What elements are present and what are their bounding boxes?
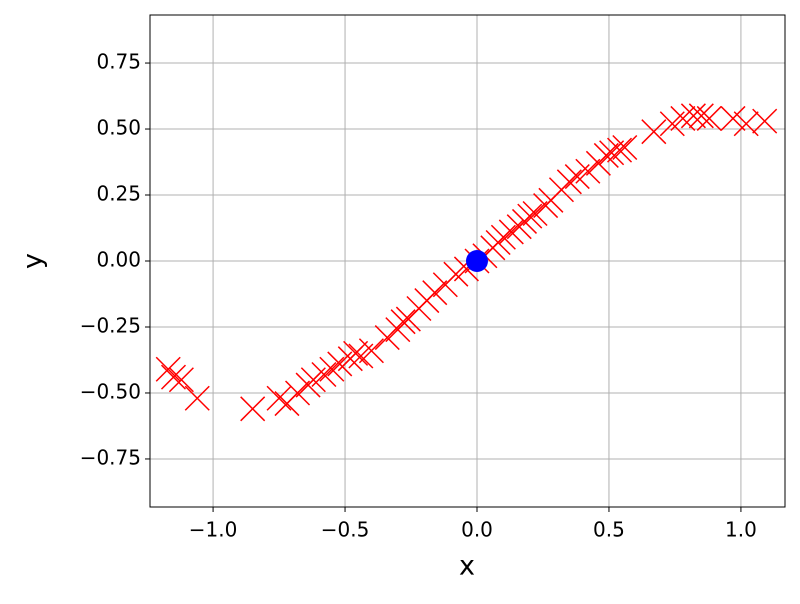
point-stroke [390, 309, 416, 335]
point-stroke [319, 356, 345, 382]
point [593, 142, 619, 168]
point-stroke [490, 224, 516, 250]
point-stroke [498, 219, 524, 245]
point [490, 224, 516, 250]
point-stroke [641, 119, 667, 145]
y-tick-label: −0.25 [80, 313, 141, 337]
point [752, 108, 778, 134]
y-tick-label: −0.50 [80, 379, 141, 403]
point-stroke [285, 380, 311, 406]
point [168, 367, 194, 393]
x-tick-label: 0.5 [593, 518, 625, 542]
point [599, 140, 625, 166]
point-stroke [184, 385, 210, 411]
point-stroke [422, 280, 448, 306]
point [680, 103, 706, 129]
point-stroke [266, 385, 292, 411]
point [517, 203, 543, 229]
point-stroke [696, 105, 722, 131]
point [358, 338, 384, 364]
x-tick-label: 1.0 [725, 518, 757, 542]
point [522, 200, 548, 227]
point-stroke [155, 356, 181, 382]
y-tick-label: 0.50 [96, 116, 141, 140]
point-stroke [606, 137, 633, 163]
point-stroke [599, 140, 625, 166]
point-stroke [612, 134, 638, 161]
point-stroke [168, 367, 194, 393]
point [688, 103, 714, 129]
point [720, 105, 746, 131]
point [266, 385, 292, 411]
point-stroke [160, 364, 187, 390]
plot-frame [149, 14, 786, 508]
point-stroke [733, 111, 759, 137]
point [422, 280, 448, 306]
y-tick-label: 0.25 [96, 182, 141, 206]
point-stroke [522, 200, 548, 227]
point [556, 169, 582, 195]
point [285, 380, 311, 406]
point [466, 250, 489, 272]
point-stroke [752, 108, 778, 134]
point-stroke [358, 338, 384, 364]
x-tick-label: −0.5 [321, 518, 370, 542]
point [641, 119, 667, 145]
point-stroke [593, 142, 619, 168]
point-stroke [670, 105, 696, 131]
x-axis-label: x [459, 551, 475, 582]
point [343, 340, 369, 366]
y-axis-label: y [18, 253, 49, 269]
point-stroke [688, 103, 714, 129]
point [311, 361, 337, 388]
point [390, 309, 416, 335]
point-stroke [311, 361, 337, 388]
y-tick-label: 0.00 [96, 248, 141, 272]
point-stroke [680, 103, 706, 129]
y-tick-label: 0.75 [96, 50, 141, 74]
point [498, 219, 524, 245]
point [155, 356, 181, 382]
point [240, 396, 266, 422]
point [696, 105, 722, 131]
point [575, 158, 601, 184]
point-stroke [556, 169, 582, 195]
point-stroke [240, 396, 266, 422]
point-stroke [575, 158, 601, 184]
point [184, 385, 210, 411]
point [319, 356, 345, 382]
x-tick-label: −1.0 [189, 518, 238, 542]
point [612, 134, 638, 161]
x-tick-label: 0.0 [461, 518, 493, 542]
point-stroke [720, 105, 746, 131]
y-tick-label: −0.75 [80, 445, 141, 469]
point [160, 364, 187, 390]
point-stroke [343, 340, 369, 366]
point-stroke [517, 203, 543, 229]
point [606, 137, 633, 163]
